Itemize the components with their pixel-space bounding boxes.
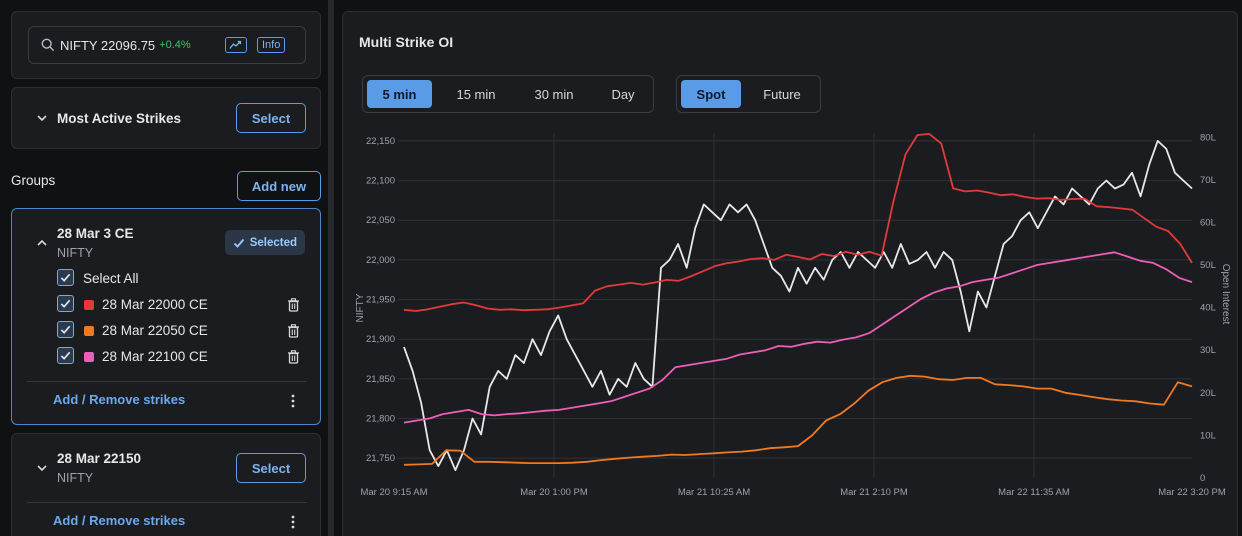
multi-strike-oi-panel: Multi Strike OI 5 min 15 min 30 min Day … bbox=[342, 11, 1238, 536]
check-icon bbox=[60, 351, 71, 360]
strike-color-swatch bbox=[84, 300, 94, 310]
strike-label: 28 Mar 22000 CE bbox=[102, 297, 208, 312]
select-all-label: Select All bbox=[83, 271, 139, 286]
most-active-strikes-title: Most Active Strikes bbox=[57, 111, 182, 126]
right-axis-ticks: 80L 70L 60L 50L 40L 30L 20L 10L 0 bbox=[1200, 132, 1216, 484]
chevron-up-icon[interactable] bbox=[36, 237, 48, 249]
interval-selector: 5 min 15 min 30 min Day bbox=[362, 75, 654, 113]
strike-color-swatch bbox=[84, 326, 94, 336]
group-title: 28 Mar 22150 bbox=[57, 451, 142, 466]
x-tick-label: Mar 20 1:00 PM bbox=[520, 487, 588, 498]
group-card: 28 Mar 22150 NIFTY Select Add / Remove s… bbox=[11, 433, 321, 536]
price-type-selector: Spot Future bbox=[676, 75, 821, 113]
interval-day-button[interactable]: Day bbox=[611, 86, 635, 102]
y2-tick-label: 50L bbox=[1200, 260, 1216, 271]
y2-tick-label: 10L bbox=[1200, 430, 1216, 441]
price-spot-button[interactable]: Spot bbox=[681, 80, 741, 108]
series-line bbox=[403, 374, 1193, 466]
x-axis-ticks: Mar 20 9:15 AM Mar 20 1:00 PM Mar 21 10:25… bbox=[360, 487, 1225, 498]
symbol-label: NIFTY 22096.75 bbox=[60, 37, 156, 53]
group-card: 28 Mar 3 CE NIFTY Selected Select All 28… bbox=[11, 208, 321, 425]
strike-checkbox[interactable] bbox=[57, 347, 74, 364]
chart-series bbox=[403, 133, 1193, 472]
interval-15min-button[interactable]: 15 min bbox=[456, 86, 496, 102]
add-remove-strikes-link[interactable]: Add / Remove strikes bbox=[53, 392, 186, 407]
select-all-checkbox[interactable] bbox=[57, 269, 74, 286]
y-tick-label: 21,800 bbox=[366, 414, 395, 425]
x-tick-label: Mar 21 2:10 PM bbox=[840, 487, 908, 498]
x-tick-label: Mar 22 11:35 AM bbox=[998, 487, 1070, 498]
oi-chart[interactable]: 22,150 22,100 22,050 22,000 21,950 21,900 21,8… bbox=[343, 12, 1239, 536]
strike-label: 28 Mar 22050 CE bbox=[102, 323, 208, 338]
y-tick-label: 22,000 bbox=[366, 255, 395, 266]
x-tick-label: Mar 22 3:20 PM bbox=[1158, 487, 1226, 498]
search-card: NIFTY 22096.75 +0.4% Info bbox=[11, 11, 321, 79]
check-icon bbox=[60, 273, 71, 282]
group-subtitle: NIFTY bbox=[57, 471, 94, 485]
change-percent: +0.4% bbox=[159, 39, 191, 51]
series-line bbox=[403, 251, 1193, 424]
group-subtitle: NIFTY bbox=[57, 246, 94, 260]
most-active-strikes-card: Most Active Strikes Select bbox=[11, 87, 321, 149]
panel-title: Multi Strike OI bbox=[359, 34, 454, 50]
chart-toggle-button[interactable] bbox=[225, 37, 247, 53]
left-axis-ticks: 22,150 22,100 22,050 22,000 21,950 21,900 21,8… bbox=[366, 136, 395, 464]
trash-icon[interactable] bbox=[287, 298, 300, 312]
y-tick-label: 21,900 bbox=[366, 334, 395, 345]
group-title: 28 Mar 3 CE bbox=[57, 226, 134, 241]
y2-tick-label: 40L bbox=[1200, 303, 1216, 314]
panel-resize-handle[interactable] bbox=[328, 0, 334, 536]
selected-badge-label: Selected bbox=[249, 236, 297, 249]
price-future-button[interactable]: Future bbox=[763, 86, 801, 102]
chevron-down-icon[interactable] bbox=[36, 462, 48, 474]
divider bbox=[27, 381, 307, 382]
y-tick-label: 21,750 bbox=[366, 453, 395, 464]
more-options-icon[interactable] bbox=[291, 394, 295, 408]
y2-tick-label: 20L bbox=[1200, 388, 1216, 399]
divider bbox=[27, 502, 307, 503]
strike-label: 28 Mar 22100 CE bbox=[102, 349, 208, 364]
add-new-group-button[interactable]: Add new bbox=[237, 171, 321, 201]
series-line bbox=[403, 133, 1193, 312]
group-select-button[interactable]: Select bbox=[236, 453, 306, 483]
y2-tick-label: 80L bbox=[1200, 132, 1216, 143]
strike-checkbox[interactable] bbox=[57, 295, 74, 312]
interval-5min-button[interactable]: 5 min bbox=[367, 80, 432, 108]
interval-30min-button[interactable]: 30 min bbox=[534, 86, 574, 102]
x-tick-label: Mar 21 10:25 AM bbox=[678, 487, 750, 498]
y2-tick-label: 70L bbox=[1200, 175, 1216, 186]
chart-grid bbox=[398, 133, 1192, 478]
symbol-search-input[interactable]: NIFTY 22096.75 +0.4% Info bbox=[28, 26, 306, 64]
trash-icon[interactable] bbox=[287, 350, 300, 364]
line-chart-icon bbox=[229, 40, 242, 49]
y-tick-label: 21,850 bbox=[366, 374, 395, 385]
check-icon bbox=[60, 325, 71, 334]
sidebar: NIFTY 22096.75 +0.4% Info Most Active St… bbox=[0, 0, 330, 536]
check-icon bbox=[233, 238, 244, 248]
strike-color-swatch bbox=[84, 352, 94, 362]
search-icon bbox=[41, 38, 55, 52]
series-line bbox=[403, 139, 1193, 472]
check-icon bbox=[60, 299, 71, 308]
y2-tick-label: 0 bbox=[1200, 473, 1205, 484]
x-tick-label: Mar 20 9:15 AM bbox=[360, 487, 427, 498]
selected-badge: Selected bbox=[224, 230, 305, 255]
groups-heading: Groups bbox=[11, 173, 56, 188]
right-axis-title: Open Interest bbox=[1220, 264, 1231, 325]
y-tick-label: 22,100 bbox=[366, 176, 395, 187]
trash-icon[interactable] bbox=[287, 324, 300, 338]
add-remove-strikes-link[interactable]: Add / Remove strikes bbox=[53, 513, 186, 528]
more-options-icon[interactable] bbox=[291, 515, 295, 529]
y2-tick-label: 30L bbox=[1200, 345, 1216, 356]
y2-tick-label: 60L bbox=[1200, 217, 1216, 228]
y-tick-label: 22,150 bbox=[366, 136, 395, 147]
y-tick-label: 22,050 bbox=[366, 215, 395, 226]
most-active-select-button[interactable]: Select bbox=[236, 103, 306, 133]
chevron-down-icon[interactable] bbox=[36, 112, 48, 124]
strike-checkbox[interactable] bbox=[57, 321, 74, 338]
info-button[interactable]: Info bbox=[257, 37, 286, 53]
y-tick-label: 21,950 bbox=[366, 295, 395, 306]
left-axis-title: NIFTY bbox=[355, 293, 366, 322]
